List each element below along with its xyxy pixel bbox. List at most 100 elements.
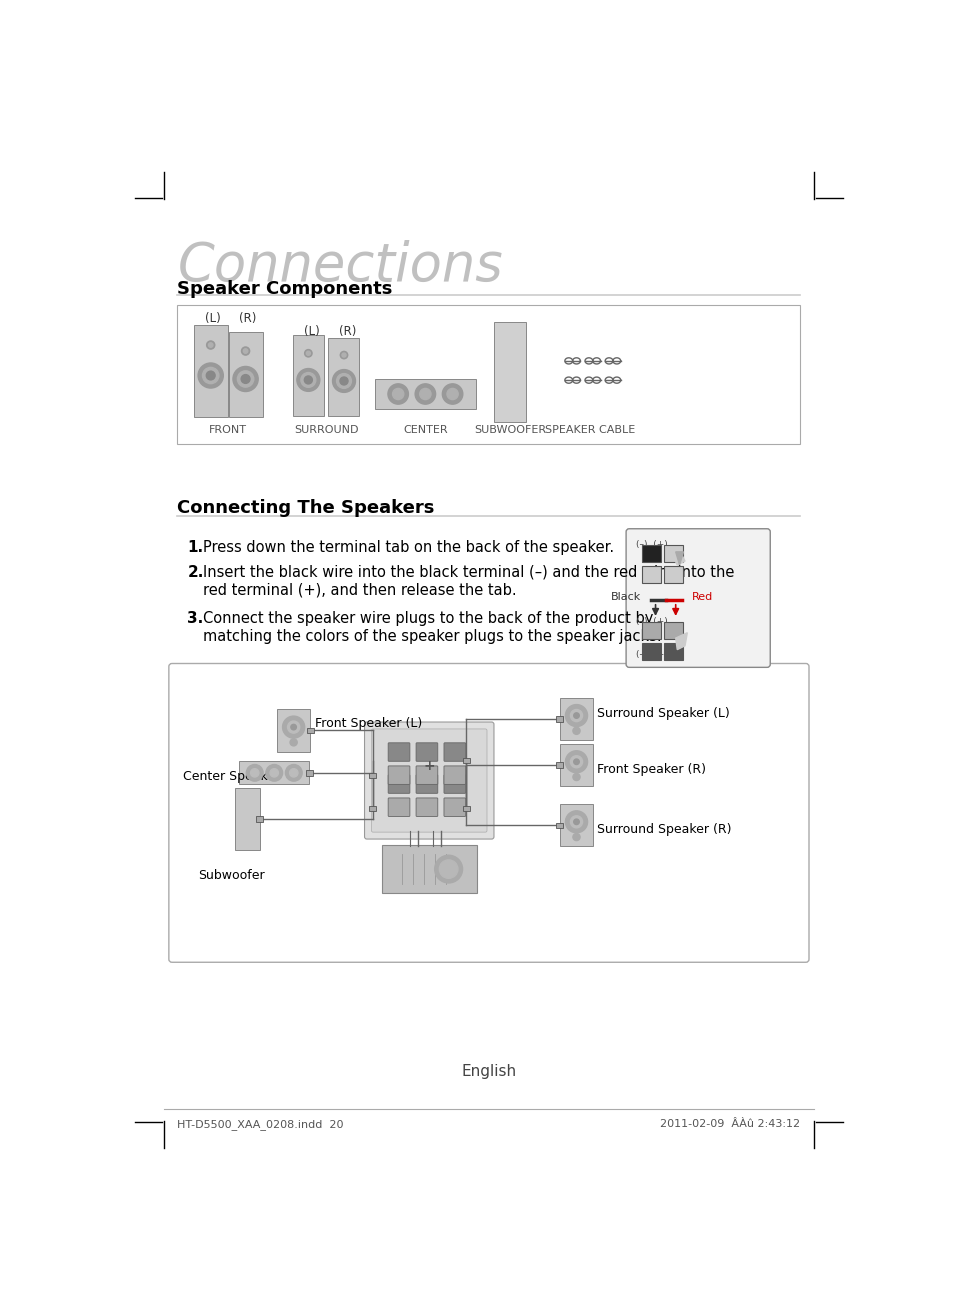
Circle shape: [573, 712, 578, 719]
Circle shape: [435, 855, 462, 884]
FancyBboxPatch shape: [305, 770, 313, 775]
Text: 2011-02-09  ÂÀû 2:43:12: 2011-02-09 ÂÀû 2:43:12: [659, 1119, 800, 1129]
Circle shape: [341, 353, 346, 357]
Text: Subwoofer: Subwoofer: [198, 869, 265, 882]
Text: SURROUND: SURROUND: [294, 425, 358, 435]
Circle shape: [290, 769, 297, 776]
FancyBboxPatch shape: [381, 846, 476, 893]
Bar: [493, 323, 525, 422]
Text: red terminal (+), and then release the tab.: red terminal (+), and then release the t…: [203, 583, 516, 597]
Circle shape: [439, 860, 457, 878]
Circle shape: [573, 759, 578, 765]
Text: Connections: Connections: [177, 240, 502, 291]
Circle shape: [233, 366, 258, 392]
Circle shape: [266, 765, 282, 782]
Bar: [559, 698, 592, 740]
Circle shape: [243, 349, 248, 353]
FancyBboxPatch shape: [462, 758, 470, 763]
Circle shape: [270, 769, 278, 776]
Circle shape: [573, 819, 578, 825]
Text: FRONT: FRONT: [209, 425, 247, 435]
Text: 2.: 2.: [187, 565, 204, 580]
Text: Red: Red: [691, 592, 713, 603]
FancyBboxPatch shape: [388, 742, 410, 761]
Circle shape: [570, 755, 582, 767]
Circle shape: [206, 371, 214, 380]
Text: CENTER: CENTER: [402, 425, 447, 435]
FancyBboxPatch shape: [443, 799, 465, 817]
Text: matching the colors of the speaker plugs to the speaker jacks.: matching the colors of the speaker plugs…: [203, 629, 660, 644]
FancyBboxPatch shape: [443, 742, 465, 761]
Text: (–)  (+): (–) (+): [635, 540, 667, 549]
FancyBboxPatch shape: [663, 622, 682, 639]
Circle shape: [304, 376, 312, 384]
Circle shape: [333, 370, 355, 392]
Circle shape: [573, 774, 579, 780]
Text: 1.: 1.: [187, 540, 203, 554]
Circle shape: [306, 352, 310, 356]
Text: Connect the speaker wire plugs to the back of the product by: Connect the speaker wire plugs to the ba…: [203, 612, 653, 626]
Bar: [239, 761, 309, 784]
Text: (R): (R): [339, 324, 356, 337]
Polygon shape: [673, 553, 684, 565]
Circle shape: [287, 721, 299, 733]
Text: Insert the black wire into the black terminal (–) and the red wire into the: Insert the black wire into the black ter…: [203, 565, 734, 580]
FancyBboxPatch shape: [663, 545, 682, 562]
FancyBboxPatch shape: [556, 822, 562, 827]
Bar: [559, 804, 592, 847]
Circle shape: [442, 384, 462, 404]
Circle shape: [340, 352, 347, 358]
FancyBboxPatch shape: [169, 664, 808, 962]
Bar: [293, 336, 323, 417]
Text: Black: Black: [610, 592, 640, 603]
Circle shape: [388, 384, 408, 404]
Circle shape: [290, 738, 297, 746]
FancyBboxPatch shape: [369, 806, 375, 812]
FancyBboxPatch shape: [416, 766, 437, 784]
FancyBboxPatch shape: [307, 728, 314, 733]
Circle shape: [570, 710, 582, 721]
Text: +: +: [423, 758, 435, 772]
FancyBboxPatch shape: [388, 766, 410, 784]
Circle shape: [202, 367, 218, 384]
Circle shape: [282, 716, 304, 738]
Circle shape: [447, 388, 457, 400]
Circle shape: [237, 371, 253, 387]
Bar: [328, 337, 359, 417]
Text: Front Speaker (R): Front Speaker (R): [596, 763, 705, 776]
FancyBboxPatch shape: [443, 766, 465, 784]
FancyBboxPatch shape: [388, 799, 410, 817]
Text: (R): (R): [239, 312, 256, 325]
FancyBboxPatch shape: [255, 817, 263, 822]
FancyBboxPatch shape: [177, 306, 800, 444]
Circle shape: [419, 388, 431, 400]
FancyBboxPatch shape: [364, 721, 494, 839]
Text: Surround Speaker (R): Surround Speaker (R): [596, 823, 730, 836]
FancyBboxPatch shape: [641, 566, 660, 583]
FancyBboxPatch shape: [641, 545, 660, 562]
Text: 3.: 3.: [187, 612, 204, 626]
FancyBboxPatch shape: [416, 742, 437, 761]
Text: Connecting The Speakers: Connecting The Speakers: [177, 499, 435, 518]
FancyBboxPatch shape: [443, 775, 465, 793]
Text: (–)  (+): (–) (+): [635, 650, 667, 659]
Circle shape: [565, 750, 587, 772]
Text: Press down the terminal tab on the back of the speaker.: Press down the terminal tab on the back …: [203, 540, 614, 554]
Circle shape: [285, 765, 302, 782]
Circle shape: [304, 349, 312, 357]
Polygon shape: [675, 633, 686, 650]
Circle shape: [300, 372, 315, 387]
Bar: [559, 744, 592, 787]
FancyBboxPatch shape: [663, 566, 682, 583]
Circle shape: [336, 374, 351, 388]
Text: HT-D5500_XAA_0208.indd  20: HT-D5500_XAA_0208.indd 20: [177, 1119, 343, 1131]
Circle shape: [209, 342, 213, 348]
FancyBboxPatch shape: [416, 799, 437, 817]
FancyBboxPatch shape: [625, 529, 769, 668]
Bar: [229, 332, 262, 417]
Circle shape: [251, 769, 258, 776]
Circle shape: [392, 388, 403, 400]
FancyBboxPatch shape: [369, 772, 375, 778]
FancyBboxPatch shape: [556, 762, 562, 767]
Bar: [277, 710, 310, 752]
